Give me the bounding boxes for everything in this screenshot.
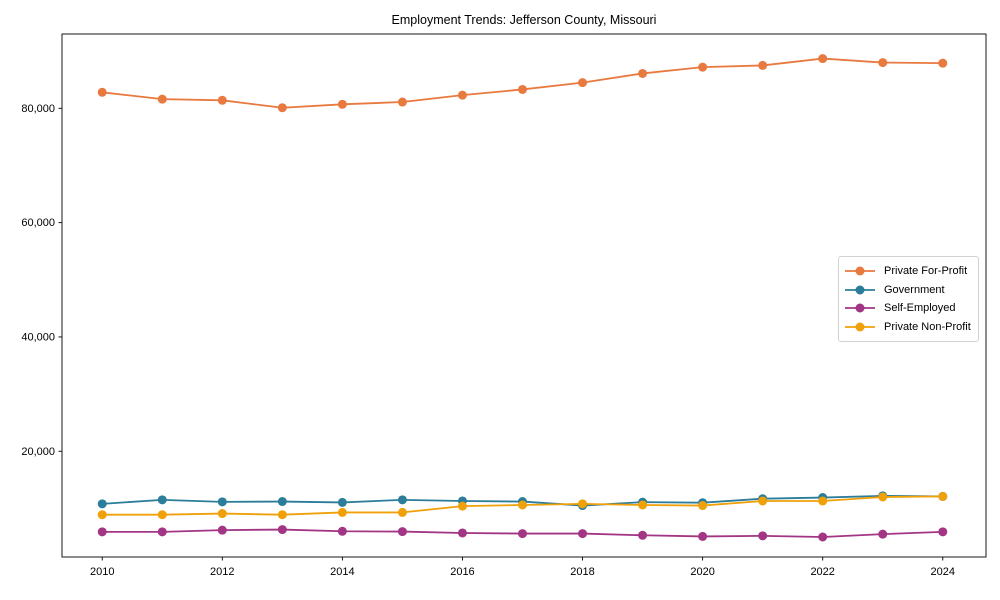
series-private-for-profit <box>97 54 948 113</box>
chart-title: Employment Trends: Jefferson County, Mis… <box>391 13 657 27</box>
x-tick-label: 2018 <box>570 566 594 578</box>
data-point-private-for-profit <box>517 84 527 94</box>
data-point-self-employed <box>698 531 708 541</box>
data-point-self-employed <box>277 525 287 535</box>
data-point-private-for-profit <box>818 54 828 64</box>
series-self-employed <box>97 525 948 542</box>
data-point-government <box>337 497 347 507</box>
data-point-private-non-profit <box>157 510 167 520</box>
data-point-private-non-profit <box>517 500 527 510</box>
data-point-private-non-profit <box>698 501 708 511</box>
data-point-self-employed <box>818 532 828 542</box>
data-point-self-employed <box>397 527 407 537</box>
data-point-self-employed <box>517 529 527 539</box>
series-private-non-profit <box>97 491 948 520</box>
data-point-private-for-profit <box>878 58 888 68</box>
data-point-private-non-profit <box>578 499 588 509</box>
legend: Private For-Profit Government Self-Employe… <box>838 256 979 342</box>
data-point-private-for-profit <box>758 60 768 70</box>
data-point-government <box>217 497 227 507</box>
x-tick-label: 2020 <box>690 566 714 578</box>
data-point-self-employed <box>578 529 588 539</box>
series-line-private-for-profit <box>102 57 943 109</box>
data-point-self-employed <box>157 527 167 537</box>
data-point-private-non-profit <box>337 507 347 517</box>
data-point-private-for-profit <box>457 90 467 100</box>
data-point-private-for-profit <box>578 78 588 88</box>
legend-marker-icon <box>845 285 875 295</box>
legend-item-self-employed: Self-Employed <box>844 299 972 318</box>
legend-marker-icon <box>845 322 875 332</box>
legend-marker-icon <box>845 303 875 313</box>
data-point-government <box>157 495 167 505</box>
data-point-private-non-profit <box>277 510 287 520</box>
x-tick-label: 2022 <box>810 566 834 578</box>
data-point-private-for-profit <box>97 87 107 97</box>
x-tick-label: 2016 <box>450 566 474 578</box>
legend-item-private-non-profit: Private Non-Profit <box>844 318 972 337</box>
data-point-private-for-profit <box>397 97 407 107</box>
legend-label: Private For-Profit <box>884 265 968 278</box>
legend-item-private-for-profit: Private For-Profit <box>844 262 972 281</box>
y-axis: 20,000 40,000 60,000 80,000 <box>21 103 62 458</box>
y-tick-label: 20,000 <box>21 446 55 458</box>
y-tick-label: 60,000 <box>21 217 55 229</box>
x-axis: 2010 2012 2014 2016 2018 2020 2022 2024 <box>90 557 955 578</box>
legend-label: Government <box>884 283 945 296</box>
data-point-private-non-profit <box>217 509 227 519</box>
plot-border <box>61 33 987 558</box>
data-point-private-for-profit <box>698 62 708 72</box>
data-point-private-non-profit <box>878 492 888 502</box>
data-point-private-for-profit <box>277 103 287 113</box>
data-point-private-non-profit <box>758 496 768 506</box>
data-point-self-employed <box>638 530 648 540</box>
x-tick-label: 2010 <box>90 566 114 578</box>
data-point-private-non-profit <box>397 507 407 517</box>
data-point-private-for-profit <box>217 95 227 105</box>
data-point-private-non-profit <box>938 491 948 501</box>
legend-label: Private Non-Profit <box>884 320 971 333</box>
x-tick-label: 2012 <box>210 566 234 578</box>
data-point-government <box>277 497 287 507</box>
data-point-self-employed <box>337 526 347 536</box>
data-point-self-employed <box>878 529 888 539</box>
data-point-government <box>97 499 107 509</box>
data-point-private-for-profit <box>638 68 648 78</box>
data-point-government <box>397 495 407 505</box>
data-point-self-employed <box>938 527 948 537</box>
data-point-private-non-profit <box>818 496 828 506</box>
data-point-private-non-profit <box>97 510 107 520</box>
x-tick-label: 2014 <box>330 566 354 578</box>
legend-marker-icon <box>845 266 875 276</box>
data-point-private-for-profit <box>938 58 948 68</box>
data-point-self-employed <box>97 527 107 537</box>
y-tick-label: 80,000 <box>21 103 55 115</box>
data-point-private-non-profit <box>638 500 648 510</box>
data-point-self-employed <box>758 531 768 541</box>
x-tick-label: 2024 <box>931 566 955 578</box>
data-point-private-for-profit <box>157 94 167 104</box>
y-tick-label: 40,000 <box>21 331 55 343</box>
data-point-self-employed <box>457 528 467 538</box>
legend-label: Self-Employed <box>884 302 956 315</box>
legend-item-government: Government <box>844 281 972 300</box>
data-point-self-employed <box>217 525 227 535</box>
data-point-private-for-profit <box>337 99 347 109</box>
data-point-private-non-profit <box>457 501 467 511</box>
